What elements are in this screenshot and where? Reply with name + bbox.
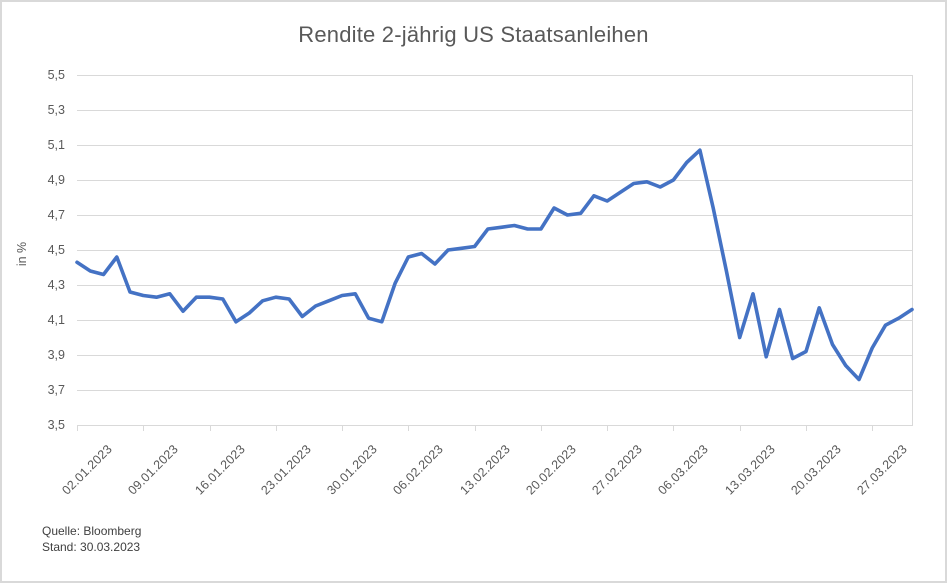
y-tick-label: 5,5 (47, 68, 65, 82)
y-tick-label: 4,3 (47, 278, 65, 292)
y-tick-label: 3,5 (47, 418, 65, 432)
y-tick-label: 4,5 (47, 243, 65, 257)
y-tick-label: 4,9 (47, 173, 65, 187)
y-tick-label: 5,1 (47, 138, 65, 152)
yield-line (75, 148, 914, 382)
y-tick-label: 4,7 (47, 208, 65, 222)
source-note: Quelle: Bloomberg Stand: 30.03.2023 (42, 523, 141, 555)
source-line-quelle: Quelle: Bloomberg (42, 524, 142, 538)
y-tick-label: 3,7 (47, 383, 65, 397)
y-tick-label: 5,3 (47, 103, 65, 117)
source-line-stand: Stand: 30.03.2023 (42, 540, 141, 554)
chart-title: Rendite 2-jährig US Staatsanleihen (298, 22, 649, 47)
y-tick-label: 4,1 (47, 313, 65, 327)
y-tick-label: 3,9 (47, 348, 65, 362)
